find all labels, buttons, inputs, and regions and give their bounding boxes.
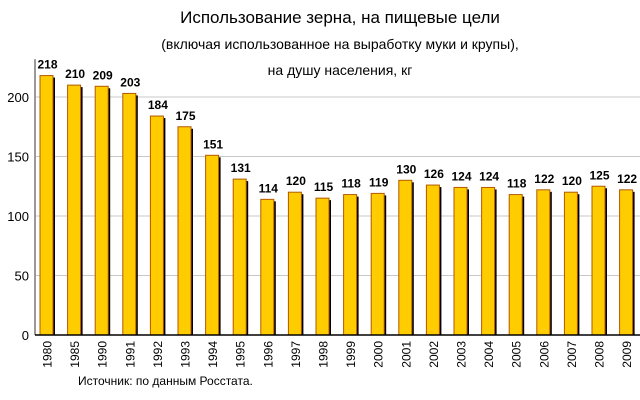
y-tick-label: 0 [22, 328, 29, 343]
bar-2002 [425, 184, 440, 336]
data-label: 122 [617, 172, 637, 186]
chart-subtitle-1: (включая использованное на выработку мук… [161, 36, 519, 52]
bar-1991 [122, 92, 137, 336]
bar-1985 [67, 84, 82, 336]
x-tick-label: 2004 [482, 341, 496, 368]
x-tick-label: 2009 [620, 341, 634, 368]
data-label: 118 [341, 177, 361, 191]
data-label: 130 [396, 162, 416, 176]
bar-2008 [591, 185, 606, 336]
data-label: 151 [203, 137, 223, 151]
bar-1999 [343, 194, 358, 336]
x-tick-label: 2005 [510, 341, 524, 368]
x-tick-label: 2000 [372, 341, 386, 368]
data-label: 131 [231, 161, 251, 175]
bar-1990 [94, 85, 109, 336]
bar-1980 [39, 75, 54, 336]
bar-1995 [232, 178, 247, 336]
bar-1992 [149, 115, 164, 336]
bar-1994 [205, 154, 220, 336]
data-label: 119 [369, 175, 389, 189]
source-note: Источник: по данным Росстата. [78, 374, 253, 388]
data-label: 115 [314, 180, 334, 194]
x-tick-label: 2008 [593, 341, 607, 368]
bar-2007 [563, 191, 578, 336]
data-label: 209 [93, 68, 113, 82]
x-tick-label: 2006 [537, 341, 551, 368]
x-tick-label: 2007 [565, 341, 579, 368]
x-tick-label: 1992 [151, 341, 165, 368]
x-tick-label: 2003 [455, 341, 469, 368]
x-tick-label: 1995 [234, 341, 248, 368]
y-tick-label: 150 [7, 150, 29, 165]
x-tick-label: 1997 [289, 341, 303, 368]
y-tick-label: 50 [15, 269, 29, 284]
x-tick-label: 1980 [41, 341, 55, 368]
x-tick-label: 1985 [68, 341, 82, 368]
data-label: 120 [286, 174, 306, 188]
x-tick-label: 1991 [123, 341, 137, 368]
x-tick-label: 1996 [261, 341, 275, 368]
bar-1996 [260, 198, 275, 336]
x-tick-label: 1990 [96, 341, 110, 368]
data-label: 210 [65, 67, 85, 81]
x-tick-label: 2001 [399, 341, 413, 368]
bar-2001 [398, 179, 413, 336]
x-tick-label: 1994 [206, 341, 220, 368]
bar-1993 [177, 126, 192, 336]
x-tick-label: 1999 [344, 341, 358, 368]
bar-2004 [481, 186, 496, 336]
y-tick-label: 200 [7, 90, 29, 105]
chart-title: Использование зерна, на пищевые цели [180, 8, 500, 27]
data-label: 114 [259, 181, 279, 195]
y-tick-label: 100 [7, 209, 29, 224]
bar-2003 [453, 186, 468, 336]
data-label: 118 [507, 177, 527, 191]
data-label: 125 [589, 168, 609, 182]
data-label: 218 [37, 58, 57, 72]
bar-1997 [287, 191, 302, 336]
data-label: 124 [479, 169, 499, 183]
x-tick-label: 1998 [317, 341, 331, 368]
data-label: 124 [451, 169, 471, 183]
data-label: 126 [424, 167, 444, 181]
data-label: 175 [175, 109, 195, 123]
data-label: 120 [562, 174, 582, 188]
bar-2000 [370, 192, 385, 336]
data-label: 203 [120, 75, 140, 89]
data-label: 122 [534, 172, 554, 186]
x-tick-label: 1993 [179, 341, 193, 368]
chart-subtitle-2: на душу населения, кг [267, 62, 413, 78]
data-label: 184 [148, 98, 168, 112]
bar-1998 [315, 197, 330, 336]
bar-2005 [508, 194, 523, 336]
x-tick-label: 2002 [427, 341, 441, 368]
bar-2006 [536, 189, 551, 336]
bar-2009 [619, 189, 634, 336]
